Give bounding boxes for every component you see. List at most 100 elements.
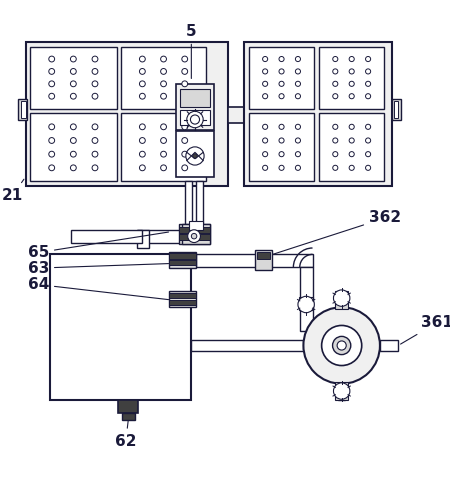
Bar [196, 182, 203, 232]
Bar [312, 321, 331, 334]
Circle shape [71, 69, 76, 74]
Circle shape [140, 137, 145, 143]
Circle shape [49, 56, 54, 62]
Circle shape [182, 69, 188, 74]
Circle shape [298, 296, 315, 313]
Circle shape [295, 56, 301, 61]
Circle shape [92, 124, 98, 130]
Bar [189, 220, 203, 230]
Circle shape [140, 81, 145, 87]
Circle shape [279, 82, 284, 86]
Bar [182, 224, 210, 245]
Bar [380, 340, 398, 351]
Circle shape [333, 56, 338, 61]
Bar [338, 307, 345, 324]
Circle shape [333, 152, 338, 157]
Circle shape [140, 56, 145, 62]
Circle shape [140, 151, 145, 157]
Circle shape [140, 69, 145, 74]
Bar [169, 252, 196, 268]
Circle shape [92, 56, 98, 62]
Circle shape [182, 137, 188, 143]
Circle shape [333, 82, 338, 86]
Bar [176, 84, 214, 130]
Circle shape [295, 69, 301, 74]
Circle shape [186, 147, 204, 165]
Circle shape [365, 56, 371, 61]
Circle shape [140, 165, 145, 171]
Bar [249, 113, 315, 182]
Circle shape [140, 124, 145, 130]
Circle shape [349, 82, 354, 86]
Bar [176, 132, 214, 177]
Circle shape [263, 94, 268, 99]
Bar [319, 113, 384, 182]
Bar [122, 413, 135, 420]
Circle shape [349, 124, 354, 129]
Circle shape [92, 165, 98, 171]
Circle shape [349, 138, 354, 143]
Text: 63: 63 [27, 261, 168, 275]
Bar [137, 230, 180, 243]
Bar [21, 101, 26, 118]
Circle shape [279, 124, 284, 129]
Bar [179, 227, 211, 233]
Bar [269, 254, 312, 267]
Bar [228, 107, 342, 123]
Bar [169, 291, 196, 307]
Bar [50, 254, 191, 400]
Circle shape [365, 152, 371, 157]
Circle shape [49, 124, 54, 130]
Circle shape [279, 94, 284, 99]
Circle shape [365, 138, 371, 143]
Circle shape [349, 165, 354, 170]
Circle shape [349, 56, 354, 61]
Bar [335, 382, 348, 400]
Circle shape [365, 82, 371, 86]
Circle shape [295, 82, 301, 86]
Circle shape [188, 230, 200, 243]
Bar [169, 293, 196, 298]
Circle shape [295, 165, 301, 170]
Bar [180, 110, 210, 125]
Circle shape [161, 151, 166, 157]
Bar [169, 260, 196, 265]
Bar [169, 253, 196, 259]
Circle shape [349, 94, 354, 99]
Circle shape [161, 81, 166, 87]
Circle shape [49, 93, 54, 99]
Circle shape [365, 124, 371, 129]
Bar [30, 113, 117, 182]
Text: 65: 65 [27, 232, 169, 260]
Bar [18, 100, 27, 119]
Circle shape [161, 165, 166, 171]
Bar [191, 340, 305, 351]
Bar [319, 47, 384, 109]
Bar [121, 113, 206, 182]
Circle shape [193, 154, 197, 158]
Circle shape [190, 115, 199, 124]
Circle shape [333, 94, 338, 99]
Circle shape [187, 111, 203, 128]
Circle shape [337, 341, 346, 350]
Bar [249, 47, 315, 109]
Bar [179, 234, 211, 240]
Bar [30, 47, 117, 109]
Circle shape [182, 165, 188, 171]
Circle shape [92, 81, 98, 87]
Circle shape [71, 165, 76, 171]
Text: 64: 64 [27, 277, 169, 300]
Circle shape [333, 69, 338, 74]
Circle shape [333, 138, 338, 143]
Circle shape [279, 138, 284, 143]
Bar [257, 252, 270, 259]
Bar [118, 400, 139, 413]
Bar [394, 101, 398, 118]
Bar [71, 230, 142, 243]
Circle shape [263, 56, 268, 61]
Circle shape [71, 56, 76, 62]
Text: 21: 21 [2, 179, 24, 203]
Circle shape [279, 152, 284, 157]
Circle shape [71, 151, 76, 157]
Circle shape [295, 138, 301, 143]
